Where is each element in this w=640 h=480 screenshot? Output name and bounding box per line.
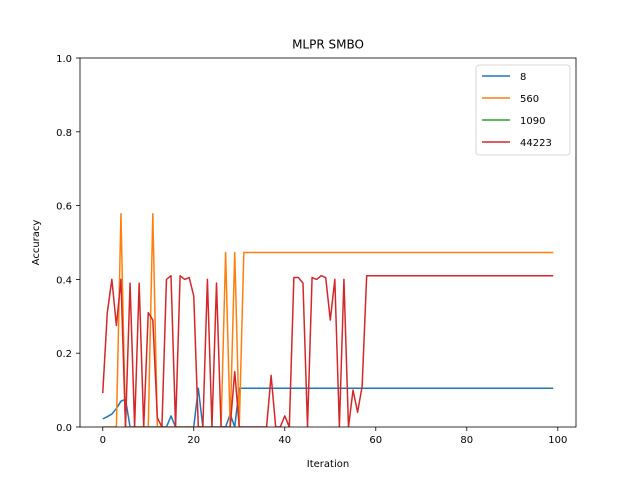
y-tick-label: 0.2 <box>56 349 72 360</box>
x-tick-label: 80 <box>460 435 473 446</box>
x-tick-label: 100 <box>548 435 567 446</box>
plot-frame <box>79 57 577 428</box>
y-tick-label: 0.8 <box>56 128 72 139</box>
x-tick-label: 40 <box>278 435 291 446</box>
series-line-44223 <box>102 274 554 427</box>
series-line-560 <box>102 212 554 427</box>
x-tick-label: 20 <box>187 435 200 446</box>
series-line-8 <box>102 387 554 427</box>
y-tick-label: 0.0 <box>56 423 72 434</box>
legend-label-8: 8 <box>520 72 526 83</box>
legend-label-1090: 1090 <box>520 116 545 127</box>
x-tick-label: 60 <box>369 435 382 446</box>
series-layer <box>102 212 554 427</box>
legend-label-560: 560 <box>520 94 539 105</box>
x-tick-label: 0 <box>100 435 106 446</box>
y-tick-label: 0.6 <box>56 202 72 213</box>
legend-box <box>475 64 571 156</box>
y-tick-label: 1.0 <box>56 54 72 65</box>
legend-label-44223: 44223 <box>520 138 552 149</box>
x-axis-label: Iteration <box>307 459 349 470</box>
y-axis-label: Accuracy <box>31 220 42 266</box>
legend: 8 560 1090 44223 <box>475 64 571 156</box>
chart-title: MLPR SMBO <box>292 38 364 52</box>
axes-layer: 0 20 40 60 80 100 0.0 0.2 0.4 0.6 0.8 1.0 <box>56 54 577 446</box>
y-tick-label: 0.4 <box>56 275 72 286</box>
